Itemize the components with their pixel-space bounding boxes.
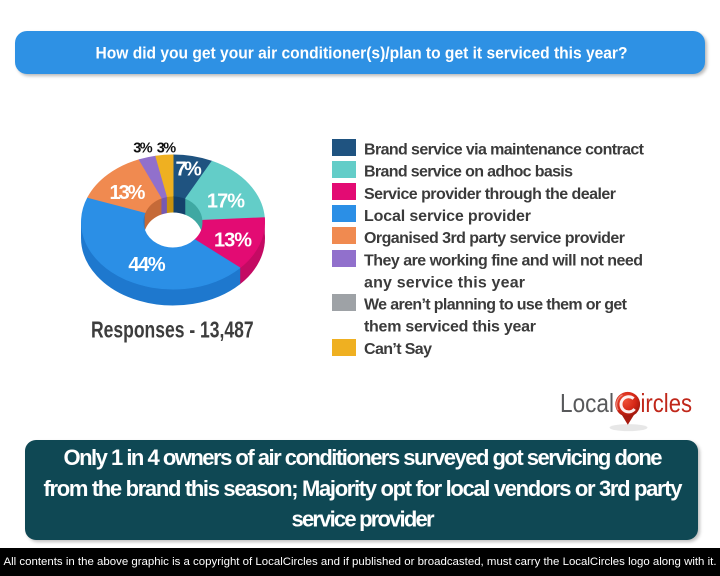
svg-text:ircles: ircles [641, 388, 693, 418]
svg-text:44%: 44% [128, 254, 166, 276]
svg-text:them serviced this year: them serviced this year [364, 319, 536, 336]
svg-text:17%: 17% [207, 191, 245, 213]
svg-text:3%: 3% [157, 140, 176, 156]
svg-text:Local: Local [560, 388, 614, 418]
svg-text:Brand service via maintenance: Brand service via maintenance contract [364, 142, 645, 159]
svg-text:All contents in the above grap: All contents in the above graphic is a c… [4, 556, 717, 568]
svg-text:They are working fine and will: They are working fine and will not need [364, 252, 643, 269]
svg-text:Local service provider: Local service provider [364, 208, 531, 225]
svg-text:Organised 3rd party service pr: Organised 3rd party service provider [364, 230, 625, 247]
svg-text:3%: 3% [133, 140, 152, 156]
svg-text:any service this year: any service this year [364, 274, 525, 291]
svg-text:Service provider through the d: Service provider through the dealer [364, 186, 616, 203]
svg-text:7%: 7% [176, 159, 203, 181]
svg-text:Responses - 13,487: Responses - 13,487 [91, 317, 254, 343]
svg-text:13%: 13% [214, 230, 252, 252]
svg-text:Only 1 in 4 owners of air cond: Only 1 in 4 owners of air conditioners s… [64, 445, 663, 470]
svg-text:service provider: service provider [292, 506, 435, 531]
svg-text:Can’t Say: Can’t Say [364, 341, 432, 358]
svg-text:13%: 13% [110, 182, 146, 204]
svg-text:from the brand this season; Ma: from the brand this season; Majority opt… [44, 476, 684, 501]
svg-text:How did you get your air condi: How did you get your air conditioner(s)/… [96, 44, 628, 63]
svg-text:Brand service on adhoc basis: Brand service on adhoc basis [364, 164, 573, 181]
svg-text:We aren’t planning to use them: We aren’t planning to use them or get [364, 297, 628, 314]
